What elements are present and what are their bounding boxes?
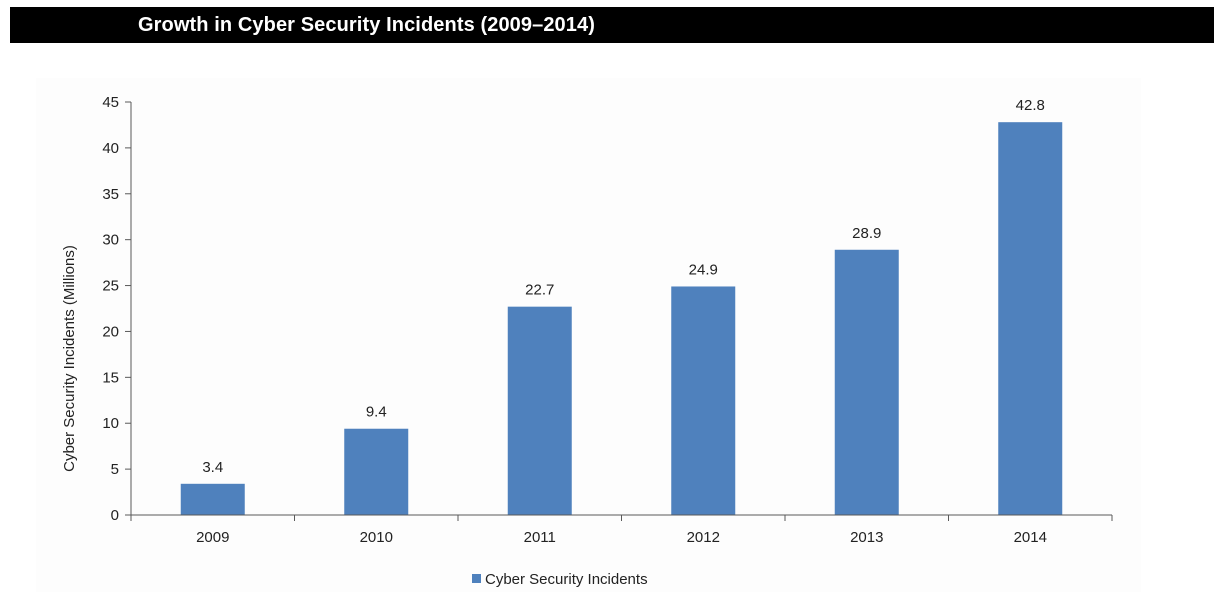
y-tick-label: 30 xyxy=(102,232,119,249)
y-tick-label: 25 xyxy=(102,278,119,295)
data-label: 24.9 xyxy=(689,261,718,278)
bar xyxy=(998,122,1063,516)
y-tick-label: 20 xyxy=(102,323,119,340)
x-tick-label: 2011 xyxy=(524,529,556,546)
bar xyxy=(507,306,572,515)
data-label: 22.7 xyxy=(525,282,554,299)
bar-series xyxy=(180,122,1063,516)
title-bar: Growth in Cyber Security Incidents (2009… xyxy=(10,7,1214,43)
y-axis-title: Cyber Security Incidents (Millions) xyxy=(61,245,78,472)
y-tick-label: 35 xyxy=(102,186,119,203)
x-tick-label: 2009 xyxy=(196,529,229,546)
x-axis-ticks: 2009 2010 2011 2012 2013 2014 xyxy=(130,515,1113,546)
y-tick-label: 40 xyxy=(102,140,119,157)
bar xyxy=(344,428,409,515)
y-tick-label: 10 xyxy=(102,415,119,432)
bar-chart: 0 5 10 15 20 25 30 35 40 45 3.4 9.4 22.7 24.9 28.9 42.… xyxy=(61,94,1113,588)
x-tick-label: 2012 xyxy=(687,529,720,546)
y-tick-label: 15 xyxy=(102,369,119,386)
data-label: 28.9 xyxy=(852,225,881,242)
data-label: 3.4 xyxy=(202,459,223,476)
legend: Cyber Security Incidents xyxy=(472,571,648,588)
data-label: 42.8 xyxy=(1016,97,1045,114)
bar xyxy=(180,483,245,515)
x-tick-label: 2014 xyxy=(1014,529,1047,546)
legend-swatch xyxy=(472,574,481,583)
y-tick-label: 5 xyxy=(111,461,119,478)
x-tick-label: 2010 xyxy=(360,529,393,546)
data-labels: 3.4 9.4 22.7 24.9 28.9 42.8 xyxy=(202,97,1045,476)
y-tick-label: 45 xyxy=(102,94,119,111)
data-label: 9.4 xyxy=(366,404,387,421)
y-tick-label: 0 xyxy=(111,507,119,524)
x-tick-label: 2013 xyxy=(850,529,883,546)
legend-label: Cyber Security Incidents xyxy=(485,571,648,588)
chart-title: Growth in Cyber Security Incidents (2009… xyxy=(138,13,595,36)
chart-panel: 0 5 10 15 20 25 30 35 40 45 3.4 9.4 22.7 24.9 28.9 42.… xyxy=(36,78,1141,592)
y-axis-ticks: 0 5 10 15 20 25 30 35 40 45 xyxy=(102,94,131,524)
bar xyxy=(671,286,736,515)
bar xyxy=(834,249,899,516)
